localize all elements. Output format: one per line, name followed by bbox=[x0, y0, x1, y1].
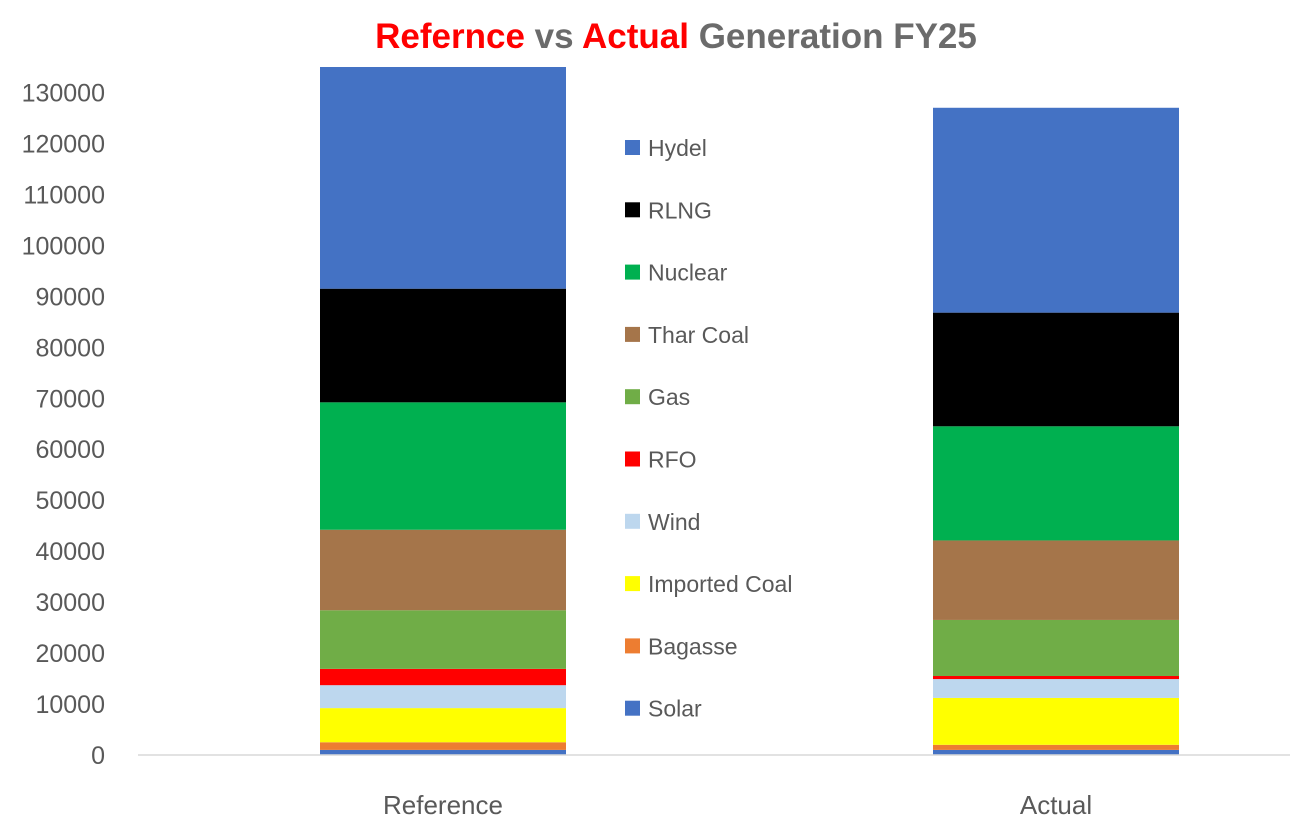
y-tick-label: 60000 bbox=[35, 436, 105, 464]
legend-swatch bbox=[625, 451, 640, 467]
chart-title-part-3: Actual bbox=[582, 17, 689, 56]
y-tick-label: 90000 bbox=[35, 283, 105, 311]
legend-label: Solar bbox=[648, 696, 702, 722]
bar-segment-gas-reference bbox=[320, 610, 566, 669]
legend-label: Nuclear bbox=[648, 260, 728, 286]
legend: Hydel RLNG Nuclear Thar Coal Gas RFO Wind Impor… bbox=[625, 135, 792, 722]
y-tick-label: 100000 bbox=[22, 232, 105, 260]
legend-label: Imported Coal bbox=[648, 571, 792, 597]
bar-segment-rlng-reference bbox=[320, 288, 566, 403]
bar-segment-imported-coal-actual bbox=[933, 697, 1179, 745]
legend-swatch bbox=[625, 264, 640, 280]
y-tick-label: 40000 bbox=[35, 538, 105, 566]
y-tick-label: 70000 bbox=[35, 385, 105, 413]
y-tick-label: 50000 bbox=[35, 487, 105, 515]
legend-label: Thar Coal bbox=[648, 322, 749, 348]
bar-segment-solar-actual bbox=[933, 749, 1179, 755]
legend-label: RFO bbox=[648, 447, 697, 473]
bar-segment-nuclear-actual bbox=[933, 426, 1179, 541]
y-tick-label: 130000 bbox=[22, 79, 105, 107]
bar-segment-thar-coal-reference bbox=[320, 529, 566, 611]
x-category-label: Reference bbox=[383, 790, 503, 820]
chart-title-part-2: vs bbox=[525, 17, 582, 56]
bar-segment-rlng-actual bbox=[933, 312, 1179, 427]
bar-segment-wind-reference bbox=[320, 685, 566, 709]
bars bbox=[320, 67, 1179, 755]
bar-segment-wind-actual bbox=[933, 679, 1179, 698]
bar-segment-rfo-actual bbox=[933, 676, 1179, 680]
y-tick-label: 0 bbox=[91, 742, 105, 770]
chart-title: Refernce vs Actual Generation FY25 bbox=[375, 17, 977, 56]
y-tick-label: 20000 bbox=[35, 640, 105, 668]
y-tick-label: 80000 bbox=[35, 334, 105, 362]
legend-label: Bagasse bbox=[648, 633, 738, 659]
bar-segment-hydel-reference bbox=[320, 67, 566, 289]
legend-swatch bbox=[625, 513, 640, 529]
legend-swatch bbox=[625, 326, 640, 342]
bar-segment-rfo-reference bbox=[320, 668, 566, 686]
bar-segment-imported-coal-reference bbox=[320, 708, 566, 743]
legend-label: Gas bbox=[648, 384, 690, 410]
y-tick-label: 120000 bbox=[22, 130, 105, 158]
bar-segment-nuclear-reference bbox=[320, 402, 566, 530]
chart-title-part-4: Generation FY25 bbox=[689, 17, 977, 56]
legend-label: Hydel bbox=[648, 135, 707, 161]
bar-segment-solar-reference bbox=[320, 749, 566, 755]
legend-label: Wind bbox=[648, 509, 700, 535]
chart-title-part-1: Refernce bbox=[375, 17, 525, 56]
y-tick-label: 30000 bbox=[35, 589, 105, 617]
legend-swatch bbox=[625, 638, 640, 654]
bar-segment-thar-coal-actual bbox=[933, 540, 1179, 620]
legend-swatch bbox=[625, 202, 640, 218]
bar-segment-bagasse-actual bbox=[933, 744, 1179, 750]
legend-swatch bbox=[625, 576, 640, 592]
bar-segment-bagasse-reference bbox=[320, 742, 566, 750]
x-axis: Reference Actual bbox=[383, 790, 1092, 820]
bar-segment-gas-actual bbox=[933, 619, 1179, 677]
legend-swatch bbox=[625, 700, 640, 716]
y-axis: 0 10000 20000 30000 40000 50000 60000 70000 8000… bbox=[22, 79, 105, 770]
x-category-label: Actual bbox=[1020, 790, 1092, 820]
legend-swatch bbox=[625, 140, 640, 155]
legend-swatch bbox=[625, 389, 640, 405]
y-tick-label: 110000 bbox=[23, 181, 105, 209]
bar-segment-hydel-actual bbox=[933, 107, 1179, 313]
legend-label: RLNG bbox=[648, 197, 712, 223]
y-tick-label: 10000 bbox=[35, 691, 105, 719]
